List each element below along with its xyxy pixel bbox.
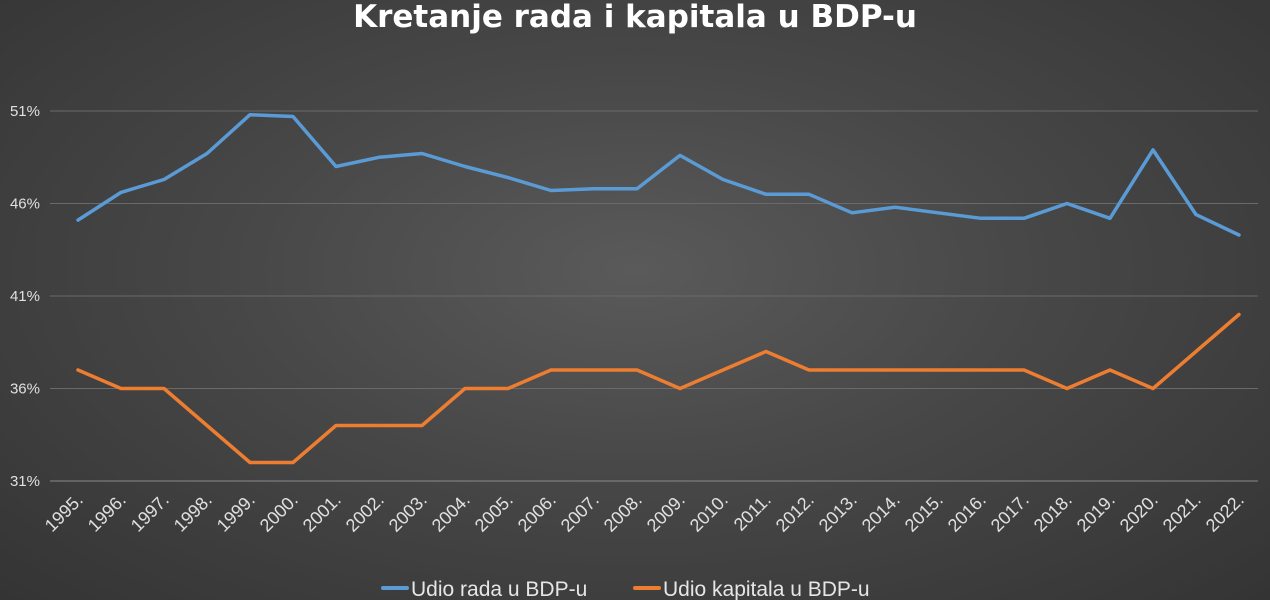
x-tick-label: 2012. xyxy=(772,490,818,536)
y-tick-label: 36% xyxy=(10,381,40,398)
series-lines xyxy=(76,112,1241,465)
x-axis-ticks: 1995.1996.1997.1998.1999.2000.2001.2002.… xyxy=(41,490,1248,536)
series-line-1 xyxy=(76,112,1241,237)
x-tick-label: 2018. xyxy=(1030,490,1076,536)
x-tick-label: 2021. xyxy=(1159,490,1205,536)
x-tick-label: 2010. xyxy=(686,490,732,536)
series-line-2 xyxy=(76,312,1241,465)
y-axis-ticks: 31% 36% 41% 46% 51% xyxy=(10,103,40,490)
legend-label: Udio kapitala u BDP-u xyxy=(663,578,870,600)
x-tick-label: 1997. xyxy=(127,490,173,536)
y-tick-label: 41% xyxy=(10,288,40,305)
x-tick-label: 2002. xyxy=(342,490,388,536)
x-tick-label: 2004. xyxy=(428,490,474,536)
x-tick-label: 2007. xyxy=(557,490,603,536)
x-tick-label: 2006. xyxy=(514,490,560,536)
gridlines xyxy=(50,110,1258,482)
x-tick-label: 2022. xyxy=(1202,490,1248,536)
y-tick-label: 51% xyxy=(10,103,40,120)
x-tick-label: 2003. xyxy=(385,490,431,536)
x-tick-label: 2019. xyxy=(1073,490,1119,536)
y-tick-label: 46% xyxy=(10,196,40,213)
x-tick-label: 2005. xyxy=(471,490,517,536)
x-tick-label: 2008. xyxy=(600,490,646,536)
x-tick-label: 1995. xyxy=(41,490,87,536)
x-tick-label: 2017. xyxy=(987,490,1033,536)
x-tick-label: 2020. xyxy=(1116,490,1162,536)
x-tick-label: 2011. xyxy=(730,490,775,535)
x-tick-label: 2013. xyxy=(815,490,861,536)
x-tick-label: 1998. xyxy=(170,490,216,536)
x-tick-label: 2009. xyxy=(643,490,689,536)
chart-title: Kretanje rada i kapitala u BDP-u xyxy=(353,0,917,35)
x-tick-label: 1996. xyxy=(84,490,130,536)
x-tick-label: 2016. xyxy=(944,490,990,536)
legend: Udio rada u BDP-u Udio kapitala u BDP-u xyxy=(381,578,870,600)
x-tick-label: 2001. xyxy=(299,490,345,536)
x-tick-label: 2000. xyxy=(256,490,302,536)
x-tick-label: 2015. xyxy=(901,490,947,536)
x-tick-label: 2014. xyxy=(858,490,904,536)
legend-label: Udio rada u BDP-u xyxy=(411,578,587,600)
y-tick-label: 31% xyxy=(10,473,40,490)
x-tick-label: 1999. xyxy=(213,490,259,536)
